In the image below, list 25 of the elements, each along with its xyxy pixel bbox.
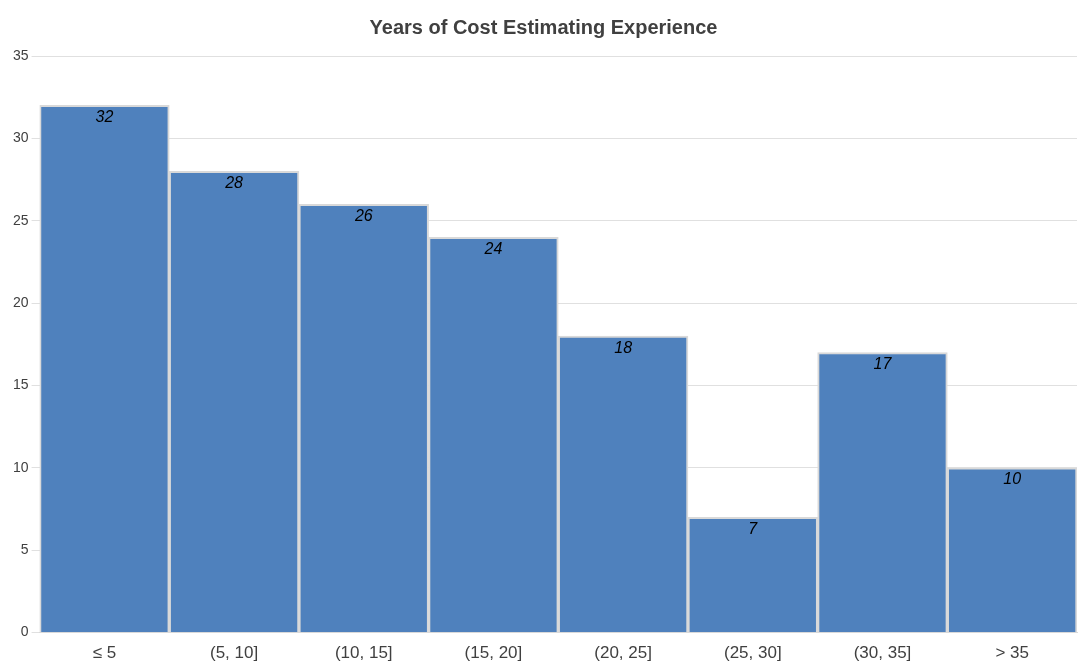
x-tick-label: (25, 30]	[723, 643, 782, 663]
y-tick-label: 25	[12, 211, 29, 228]
y-tick-label: 35	[12, 46, 29, 63]
x-tick-label: (10, 15]	[334, 643, 393, 663]
data-label: 26	[353, 206, 373, 224]
data-label: 32	[95, 107, 114, 125]
y-tick-label: 20	[12, 293, 29, 310]
y-tick-label: 30	[12, 129, 29, 146]
data-label: 17	[873, 354, 893, 372]
data-label: 7	[748, 519, 759, 537]
y-tick-label: 5	[20, 541, 29, 558]
chart-title: Years of Cost Estimating Experience	[369, 15, 718, 38]
data-label: 18	[614, 338, 633, 356]
y-tick-label: 0	[20, 623, 29, 640]
x-tick-label: (30, 35]	[853, 643, 912, 663]
y-tick-label: 10	[12, 458, 29, 475]
data-label: 28	[224, 173, 244, 191]
x-tick-label: (5, 10]	[209, 643, 259, 663]
data-label: 24	[483, 239, 503, 257]
x-tick-label: (20, 25]	[594, 643, 652, 663]
x-tick-label: (15, 20]	[464, 643, 523, 663]
data-label: 10	[1003, 470, 1022, 488]
x-tick-label: > 35	[995, 643, 1029, 663]
x-tick-label: ≤ 5	[92, 643, 117, 663]
y-tick-label: 15	[12, 376, 29, 393]
